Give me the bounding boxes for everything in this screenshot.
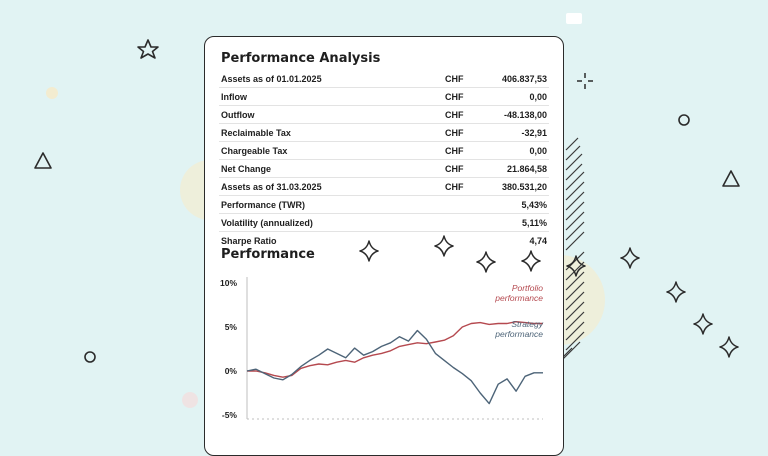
glow-dot [46,87,58,99]
row-value: 380.531,20 [501,182,547,192]
y-tick-label: -5% [222,410,238,420]
row-label: Assets as of 31.03.2025 [221,182,322,192]
chart-title: Performance [221,247,315,262]
row-label: Performance (TWR) [221,200,306,210]
row-label: Outflow [221,110,255,120]
table-row: Performance (TWR) 5,43% [219,196,549,214]
row-currency: CHF [445,182,464,192]
star-icon [137,39,159,59]
row-currency: CHF [445,146,464,156]
row-value: -48.138,00 [503,110,547,120]
row-value: 21.864,58 [506,164,547,174]
strategy-series-label: performance [494,329,543,339]
table-row: Chargeable Tax CHF 0,00 [219,142,549,160]
portfolio-series-label: Portfolio [512,283,543,293]
row-value: 5,11% [521,218,547,228]
row-value: 4,74 [529,236,547,246]
row-value: 0,00 [529,146,547,156]
row-currency: CHF [445,164,464,174]
row-value: 5,43% [521,200,547,210]
card-title: Performance Analysis [221,51,381,66]
strategy-series-line [246,329,543,405]
row-value: 0,00 [529,92,547,102]
y-tick-label: 0% [225,366,238,376]
row-currency: CHF [445,110,464,120]
portfolio-series-label: performance [494,293,543,303]
row-currency: CHF [445,74,464,84]
y-tick-label: 10% [220,278,237,288]
table-row: Volatility (annualized) 5,11% [219,214,549,232]
circle-icon [84,351,96,363]
row-label: Net Change [221,164,272,174]
y-tick-label: 5% [225,322,238,332]
table-row: Assets as of 31.03.2025 CHF 380.531,20 [219,178,549,196]
table-row: Outflow CHF -48.138,00 [219,106,549,124]
portfolio-series-line [247,321,543,378]
row-value: -32,91 [521,128,547,138]
glow-dot [182,392,198,408]
row-label: Inflow [221,92,247,102]
row-label: Chargeable Tax [221,146,288,156]
performance-chart: 10%5%0%-5%PortfolioperformanceStrategype… [220,277,544,420]
table-row: Net Change CHF 21.864,58 [219,160,549,178]
row-currency: CHF [445,92,464,102]
performance-analysis-card: Performance Analysis Assets as of 01.01.… [204,36,564,456]
row-value: 406.837,53 [501,74,547,84]
row-label: Volatility (annualized) [221,218,313,228]
table-row: Assets as of 01.01.2025 CHF 406.837,53 [219,70,549,88]
triangle-icon [722,170,740,187]
table-row: Sharpe Ratio 4,74 [219,232,549,249]
row-label: Reclaimable Tax [221,128,291,138]
row-currency: CHF [445,128,464,138]
performance-table: Assets as of 01.01.2025 CHF 406.837,53 I… [219,70,549,249]
strategy-series-label: Strategy [511,319,543,329]
plus-sparkle-icon [577,73,593,89]
table-row: Reclaimable Tax CHF -32,91 [219,124,549,142]
triangle-icon [34,152,52,169]
table-row: Inflow CHF 0,00 [219,88,549,106]
paper-icon [566,13,582,24]
row-label: Sharpe Ratio [221,236,277,246]
row-label: Assets as of 01.01.2025 [221,74,322,84]
circle-icon [678,114,690,126]
